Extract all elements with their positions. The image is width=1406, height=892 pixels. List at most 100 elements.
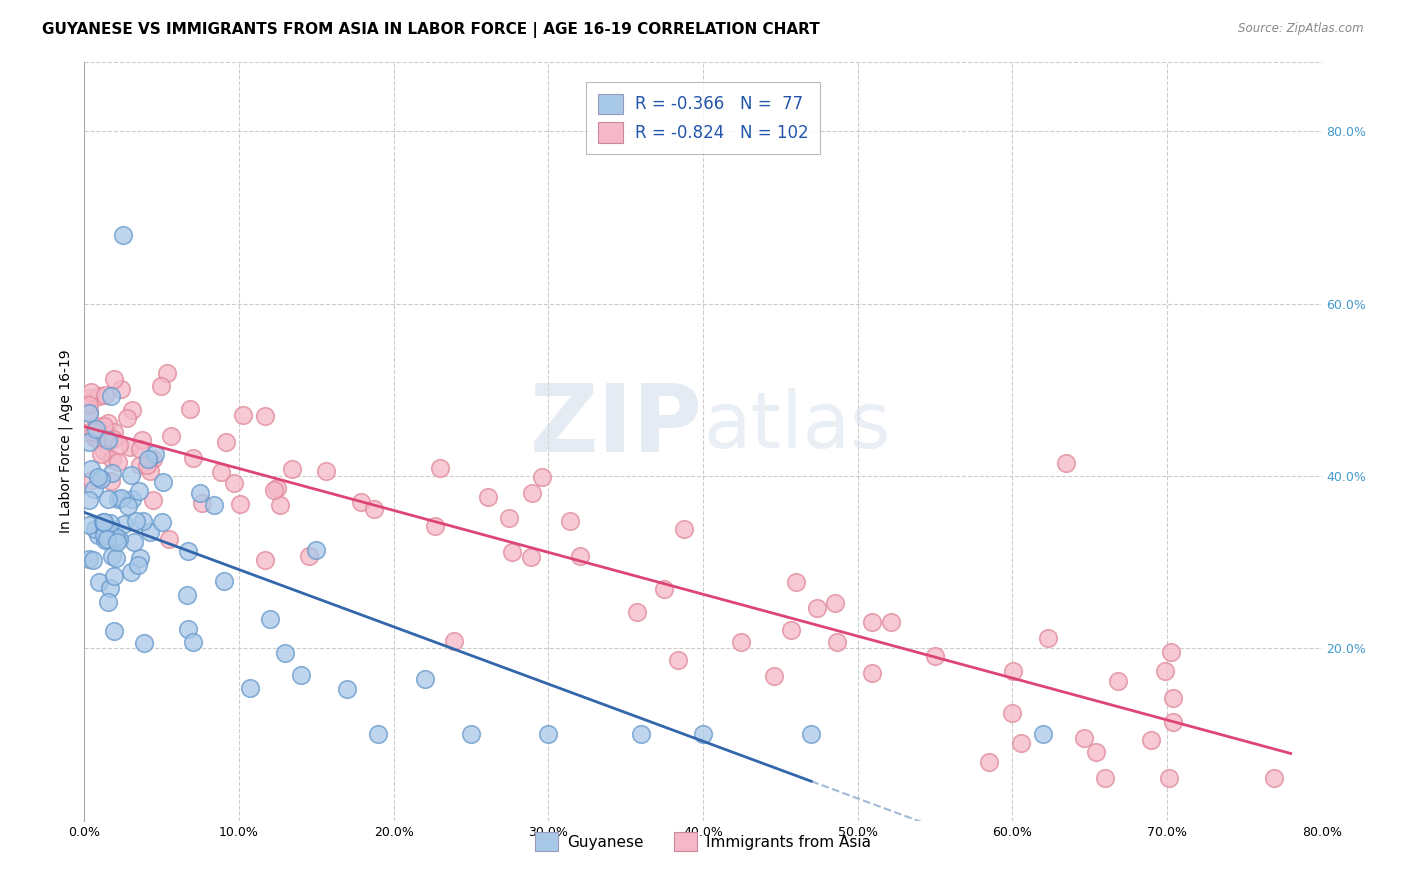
Point — [350, 494, 373, 508]
Point — [423, 519, 446, 533]
Point — [136, 458, 159, 472]
Point — [179, 401, 201, 416]
Point — [100, 581, 122, 595]
Point — [202, 498, 225, 512]
Point — [82, 553, 104, 567]
Point — [80, 385, 103, 400]
Point — [142, 451, 165, 466]
Point — [93, 418, 115, 433]
Point — [103, 624, 125, 639]
Point — [103, 425, 125, 439]
Point — [152, 475, 174, 489]
Point — [101, 549, 124, 564]
Point — [142, 492, 165, 507]
Point — [87, 574, 110, 589]
Point — [77, 391, 100, 405]
Point — [127, 558, 149, 572]
Point — [1010, 736, 1032, 750]
Point — [97, 416, 120, 430]
Point — [120, 468, 142, 483]
Point — [177, 544, 200, 558]
Point — [1154, 665, 1177, 679]
Point — [97, 595, 120, 609]
Point — [107, 455, 129, 469]
Point — [105, 530, 128, 544]
Point — [1084, 745, 1107, 759]
Point — [117, 499, 139, 513]
Point — [281, 462, 304, 476]
Point — [77, 406, 100, 420]
Point — [129, 550, 152, 565]
Point — [83, 482, 105, 496]
Point — [630, 727, 652, 741]
Point — [93, 515, 115, 529]
Point — [94, 533, 117, 548]
Point — [209, 465, 232, 479]
Point — [112, 517, 135, 532]
Point — [129, 458, 152, 473]
Point — [1001, 706, 1024, 720]
Point — [1073, 731, 1095, 745]
Point — [215, 435, 238, 450]
Point — [120, 566, 142, 580]
Point — [924, 648, 946, 663]
Point — [77, 517, 100, 532]
Point — [138, 452, 160, 467]
Point — [569, 549, 592, 563]
Point — [105, 535, 128, 549]
Point — [181, 451, 204, 466]
Point — [222, 475, 245, 490]
Point — [97, 434, 120, 448]
Point — [77, 435, 100, 450]
Point — [1161, 714, 1184, 729]
Point — [254, 553, 277, 567]
Point — [212, 574, 235, 589]
Point — [103, 569, 125, 583]
Point — [139, 464, 162, 478]
Point — [105, 550, 128, 565]
Point — [860, 665, 883, 680]
Point — [150, 378, 173, 392]
Point — [780, 624, 803, 638]
Point — [800, 727, 823, 741]
Point — [101, 432, 124, 446]
Point — [86, 419, 108, 434]
Legend: Guyanese, Immigrants from Asia: Guyanese, Immigrants from Asia — [527, 824, 879, 858]
Point — [266, 481, 288, 495]
Point — [1094, 771, 1116, 785]
Point — [520, 486, 543, 500]
Point — [666, 653, 689, 667]
Point — [501, 545, 523, 559]
Y-axis label: In Labor Force | Age 16-19: In Labor Force | Age 16-19 — [59, 350, 73, 533]
Point — [96, 533, 118, 547]
Point — [112, 227, 135, 242]
Point — [443, 633, 465, 648]
Point — [107, 438, 129, 452]
Point — [90, 472, 112, 486]
Point — [1160, 645, 1182, 659]
Point — [1140, 733, 1163, 747]
Point — [118, 440, 141, 454]
Point — [101, 452, 124, 467]
Point — [87, 470, 110, 484]
Point — [94, 388, 117, 402]
Point — [83, 425, 105, 440]
Point — [103, 523, 125, 537]
Point — [100, 475, 122, 489]
Point — [336, 682, 359, 697]
Point — [157, 532, 180, 546]
Point — [537, 727, 560, 741]
Point — [83, 522, 105, 536]
Point — [520, 550, 543, 565]
Point — [274, 647, 297, 661]
Point — [77, 425, 100, 439]
Text: atlas: atlas — [703, 388, 890, 465]
Point — [363, 502, 385, 516]
Point — [652, 582, 675, 597]
Point — [79, 462, 101, 476]
Point — [91, 515, 114, 529]
Point — [259, 612, 281, 626]
Point — [125, 514, 148, 528]
Point — [429, 461, 451, 475]
Point — [122, 535, 145, 549]
